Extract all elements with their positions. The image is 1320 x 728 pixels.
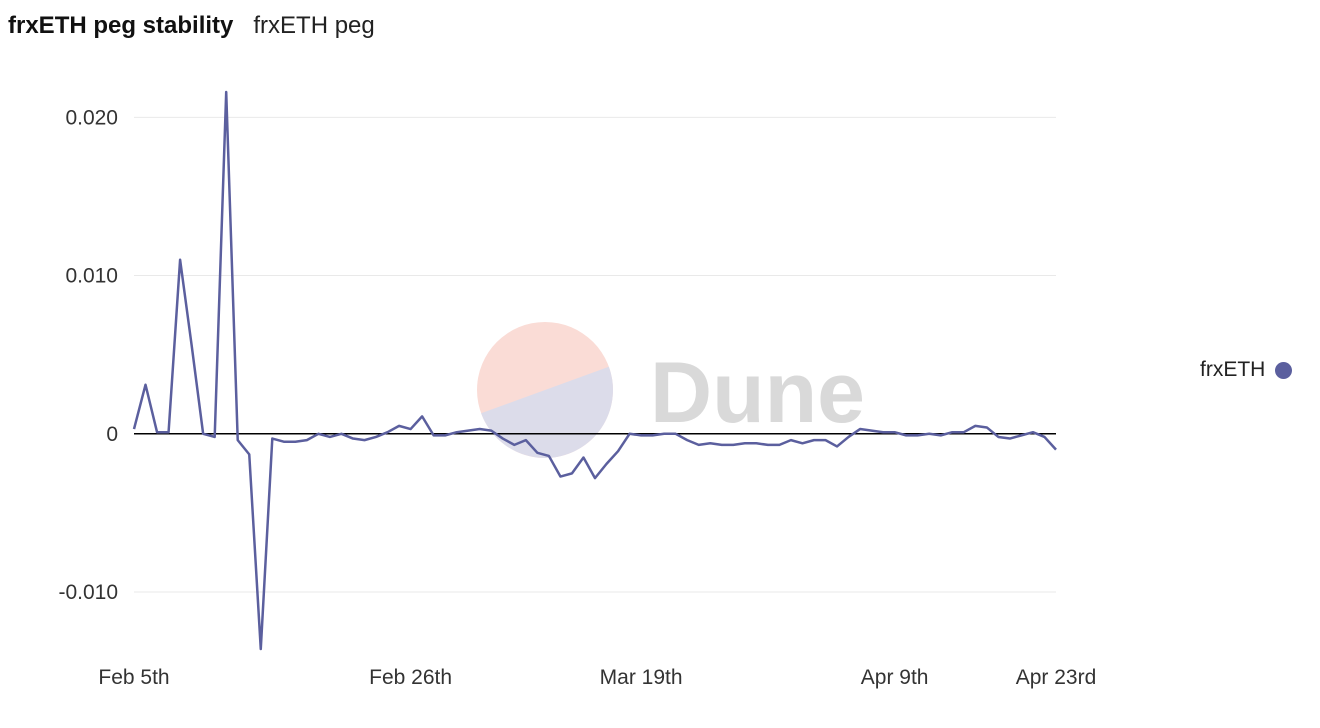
chart-title: frxETH peg stability xyxy=(8,12,234,39)
y-tick-label: -0.010 xyxy=(58,581,118,604)
series-line-frxeth xyxy=(132,90,1057,651)
x-axis: Feb 5th Feb 26th Mar 19th Apr 9th Apr 23rd xyxy=(98,666,1096,689)
chart-header: frxETH peg stability frxETH peg xyxy=(8,12,375,48)
y-axis: 0.020 0.010 0 -0.010 xyxy=(58,106,118,604)
y-tick-label: 0.020 xyxy=(65,106,118,129)
x-tick-label: Apr 23rd xyxy=(1016,666,1097,689)
x-tick-label: Apr 9th xyxy=(861,666,929,689)
x-tick-label: Feb 26th xyxy=(369,666,452,689)
watermark-text: Dune xyxy=(650,345,865,441)
legend-label-frxeth: frxETH xyxy=(1200,358,1266,381)
series-layer xyxy=(132,90,1057,651)
x-tick-label: Feb 5th xyxy=(98,666,169,689)
x-tick-label: Mar 19th xyxy=(600,666,683,689)
y-tick-label: 0 xyxy=(106,423,118,446)
y-tick-label: 0.010 xyxy=(65,265,118,288)
chart-subtitle: frxETH peg xyxy=(253,12,375,39)
circle-icon xyxy=(1275,361,1293,379)
dune-watermark: Dune xyxy=(477,322,865,458)
watermark-logo-lower xyxy=(481,366,613,458)
legend: frxETH xyxy=(1200,358,1293,382)
